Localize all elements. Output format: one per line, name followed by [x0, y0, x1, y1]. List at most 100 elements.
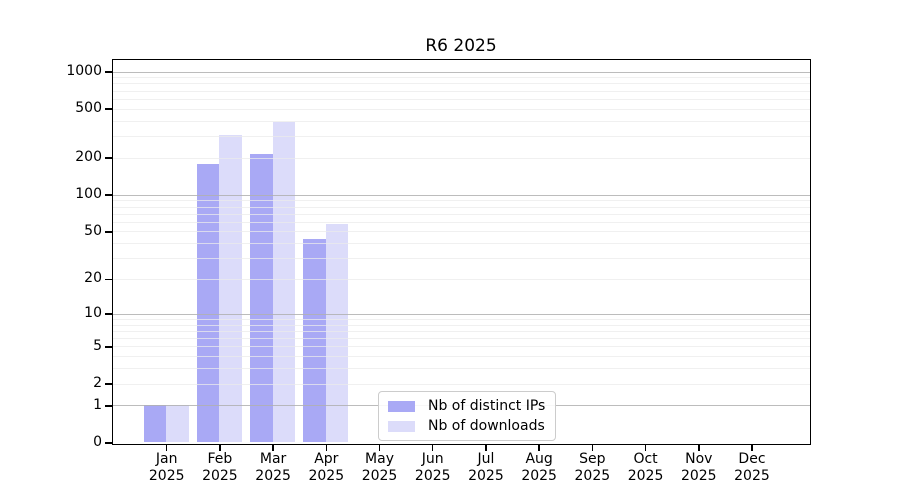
x-tick-mark [431, 444, 434, 451]
x-tick-month: Nov [685, 451, 713, 467]
x-tick-mark [538, 444, 540, 451]
minor-gridline [113, 368, 810, 370]
y-tick-mark [105, 278, 112, 281]
y-tick-label: 20 [84, 270, 102, 287]
y-tick-mark [105, 194, 112, 196]
x-tick-year: 2025 [680, 468, 717, 484]
x-tick-month: Sep [579, 451, 606, 467]
bar-downloads [219, 134, 243, 443]
major-gridline [113, 194, 810, 196]
x-tick-label: Sep 2025 [547, 451, 637, 485]
x-tick-month: Oct [633, 451, 658, 467]
bar-downloads [325, 224, 349, 443]
major-gridline [113, 71, 810, 73]
plot-area [112, 58, 811, 445]
x-tick-label: Jul 2025 [441, 451, 531, 485]
x-tick-mark [165, 444, 168, 451]
minor-gridline [113, 279, 810, 280]
x-tick-mark [751, 444, 753, 451]
y-tick-label: 100 [75, 186, 102, 203]
x-tick-mark [219, 444, 221, 451]
x-tick-year: 2025 [521, 468, 557, 484]
y-tick-mark [105, 346, 112, 348]
x-tick-label: Jan 2025 [122, 451, 212, 485]
minor-gridline [113, 77, 810, 79]
minor-gridline [113, 98, 810, 100]
bar-distinct-ips [143, 405, 167, 443]
x-tick-month: Mar [259, 451, 287, 467]
x-tick-year: 2025 [414, 468, 451, 484]
bar-distinct-ips [250, 154, 273, 443]
x-tick-month: Jul [477, 451, 495, 467]
minor-gridline [113, 338, 810, 339]
y-tick-label: 50 [84, 222, 102, 239]
y-tick-mark [105, 231, 112, 233]
legend-label: Nb of downloads [428, 418, 545, 434]
x-tick-year: 2025 [255, 468, 291, 484]
x-tick-label: May 2025 [335, 451, 425, 485]
x-tick-label: Aug 2025 [494, 451, 584, 485]
y-tick-label: 2 [93, 375, 102, 391]
x-tick-month: Apr [314, 451, 339, 467]
x-tick-label: Oct 2025 [601, 451, 691, 485]
x-tick-mark [698, 444, 700, 451]
y-tick-mark [105, 157, 112, 159]
bar-downloads [272, 121, 296, 443]
x-tick-label: Apr 2025 [281, 451, 371, 485]
x-tick-month: Aug [525, 451, 553, 467]
x-tick-mark [325, 444, 328, 451]
minor-gridline [113, 346, 810, 348]
x-tick-month: Jan [155, 451, 178, 467]
x-tick-month: May [365, 451, 394, 467]
minor-gridline [113, 330, 810, 332]
x-tick-month: Feb [207, 451, 233, 467]
legend-label: Nb of distinct IPs [428, 398, 546, 414]
x-tick-month: Jun [421, 451, 444, 467]
x-tick-year: 2025 [202, 468, 238, 484]
x-tick-mark [485, 444, 487, 451]
x-tick-label: Feb 2025 [175, 451, 265, 485]
minor-gridline [113, 221, 810, 223]
minor-gridline [113, 356, 810, 358]
legend-row: Nb of distinct IPs [388, 398, 545, 414]
y-tick-mark [105, 313, 112, 315]
minor-gridline [113, 318, 810, 320]
y-tick-mark [105, 71, 112, 73]
minor-gridline [113, 243, 810, 245]
y-tick-mark [105, 108, 112, 110]
minor-gridline [113, 136, 810, 137]
chart-title: R6 2025 [425, 36, 497, 56]
bar-distinct-ips [303, 239, 326, 443]
y-tick-label: 200 [75, 149, 102, 166]
minor-gridline [113, 206, 810, 208]
y-tick-label: 0 [93, 434, 102, 450]
y-tick-label: 500 [75, 100, 102, 117]
y-tick-mark [105, 383, 112, 385]
bar-downloads [166, 405, 189, 443]
y-tick-mark [105, 442, 112, 444]
y-tick-label: 1000 [66, 62, 102, 79]
bar-distinct-ips [196, 163, 220, 443]
minor-gridline [113, 157, 810, 159]
x-tick-label: Dec 2025 [707, 451, 797, 485]
minor-gridline [113, 108, 810, 110]
major-gridline [113, 313, 810, 315]
y-tick-label: 10 [84, 305, 102, 322]
legend: Nb of distinct IPs Nb of downloads [378, 391, 557, 441]
x-tick-month: Dec [738, 451, 766, 467]
x-tick-mark [272, 444, 274, 451]
x-tick-mark [378, 444, 381, 451]
minor-gridline [113, 83, 810, 85]
x-tick-mark [644, 444, 647, 451]
x-tick-year: 2025 [468, 468, 504, 484]
minor-gridline [113, 90, 810, 92]
minor-gridline [113, 258, 810, 260]
minor-gridline [113, 200, 810, 202]
minor-gridline [113, 383, 810, 385]
minor-gridline [113, 120, 810, 122]
x-tick-year: 2025 [361, 468, 398, 484]
x-tick-mark [591, 444, 594, 451]
x-tick-year: 2025 [734, 468, 770, 484]
minor-gridline [113, 213, 810, 215]
